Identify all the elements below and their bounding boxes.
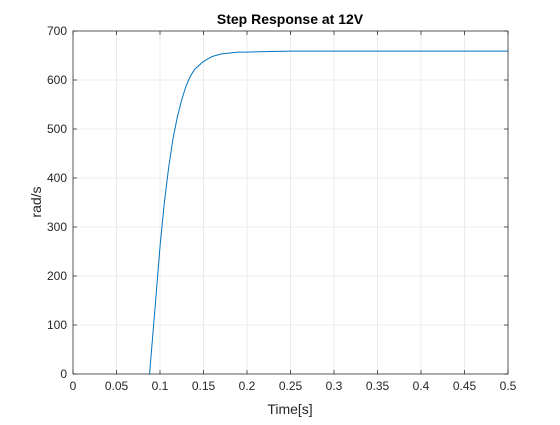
y-tick-label: 500 xyxy=(47,122,67,136)
x-tick-label: 0.5 xyxy=(500,379,517,393)
x-tick-label: 0.15 xyxy=(192,379,216,393)
x-tick-label: 0.4 xyxy=(413,379,430,393)
data-point xyxy=(190,76,191,77)
y-axis-label: rad/s xyxy=(28,186,44,217)
x-tick-label: 0.25 xyxy=(279,379,303,393)
y-tick-label: 0 xyxy=(60,367,67,381)
x-tick-label: 0.2 xyxy=(239,379,256,393)
x-tick-label: 0.35 xyxy=(366,379,390,393)
data-point xyxy=(181,99,182,100)
ticks xyxy=(72,30,509,375)
y-tick-label: 300 xyxy=(47,220,67,234)
x-tick-label: 0 xyxy=(70,379,77,393)
x-tick-label: 0.45 xyxy=(453,379,477,393)
data-point xyxy=(203,61,204,62)
x-tick-label: 0.3 xyxy=(326,379,343,393)
series-line-0 xyxy=(149,50,508,375)
tick-labels: 0 0.05 0.1 0.15 0.2 0.25 0.3 0.35 0.4 0.45 0.5 0 100… xyxy=(47,24,517,393)
data-point xyxy=(164,202,165,203)
data-point xyxy=(212,56,213,57)
x-tick-label: 0.05 xyxy=(105,379,129,393)
y-tick-label: 400 xyxy=(47,171,67,185)
data-point xyxy=(377,51,378,52)
y-tick-label: 600 xyxy=(47,73,67,87)
data-point xyxy=(186,85,187,86)
x-tick-label: 0.1 xyxy=(152,379,169,393)
data-point xyxy=(421,51,422,52)
chart-title: Step Response at 12V xyxy=(217,11,364,27)
y-tick-label: 200 xyxy=(47,269,67,283)
data-point xyxy=(160,246,161,247)
data-point xyxy=(168,167,169,168)
data-point xyxy=(229,53,230,54)
data-point xyxy=(177,116,178,117)
y-tick-label: 700 xyxy=(47,24,67,38)
data-point xyxy=(173,138,174,139)
x-axis-label: Time[s] xyxy=(267,401,312,417)
data-point xyxy=(290,51,291,52)
data-point xyxy=(238,52,239,53)
data-point xyxy=(155,300,156,301)
data-point xyxy=(247,52,248,53)
data-point xyxy=(464,51,465,52)
data-point xyxy=(220,54,221,55)
data-point xyxy=(264,51,265,52)
data-point xyxy=(194,69,195,70)
series-layer xyxy=(149,50,508,375)
data-point xyxy=(334,51,335,52)
y-tick-label: 100 xyxy=(47,318,67,332)
